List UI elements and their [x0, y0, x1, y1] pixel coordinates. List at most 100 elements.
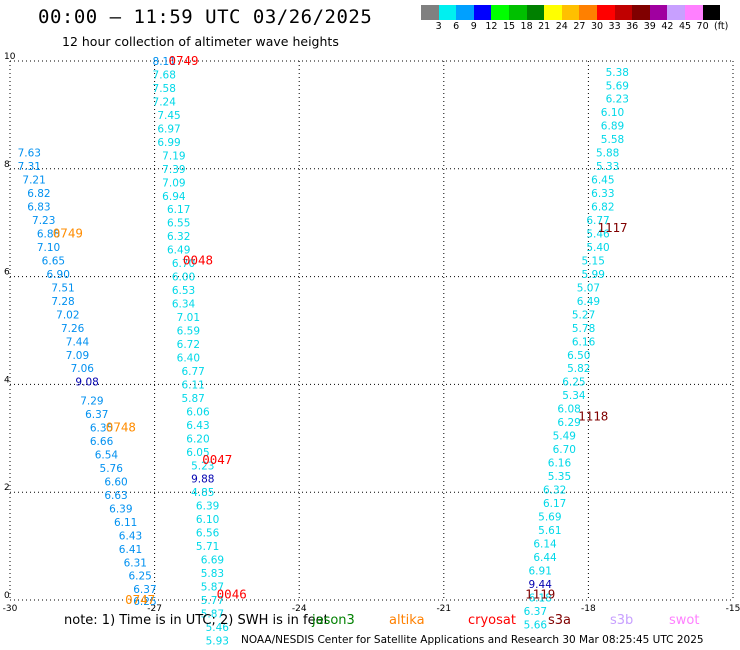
color-scale-tick: 42: [661, 21, 674, 32]
wave-height-point: 9.44: [529, 579, 553, 591]
wave-height-point: 6.99: [157, 137, 180, 149]
wave-height-point: 5.66: [524, 619, 548, 631]
wave-height-point: 5.71: [196, 541, 219, 553]
wave-height-point: 5.99: [582, 269, 605, 281]
y-tick-label: 6: [4, 268, 10, 278]
color-scale-labels: 3 6 9 12 15 18 21 24 27 30 33 36 39 42 45 70 (ft): [421, 21, 740, 33]
x-tick-label: -24: [292, 604, 307, 614]
wave-height-point: 7.09: [66, 350, 89, 362]
wave-height-point: 5.82: [567, 363, 590, 375]
wave-height-point: 6.55: [167, 218, 190, 230]
pass-time-label: 0748: [106, 420, 136, 435]
wave-height-point: 7.68: [153, 69, 176, 81]
x-tick-label: -18: [581, 604, 596, 614]
wave-height-point: 6.10: [601, 107, 624, 119]
satellite-legend-item: swot: [669, 613, 700, 628]
wave-height-point: 5.23: [191, 460, 214, 472]
wave-height-point: 6.14: [533, 538, 557, 550]
satellite-legend-item: s3a: [548, 613, 572, 628]
wave-height-point: 6.70: [553, 444, 576, 456]
wave-height-point: 5.77: [201, 595, 224, 607]
wave-height-point: 6.44: [533, 552, 557, 564]
wave-height-point: 5.58: [601, 134, 624, 146]
wave-height-point: 6.45: [591, 175, 614, 187]
wave-height-point: 7.02: [56, 309, 79, 321]
wave-height-point: 5.69: [538, 511, 561, 523]
wave-height-point: 5.78: [572, 323, 595, 335]
pass-time-label: 1118: [578, 409, 608, 424]
wave-height-point: 6.56: [196, 528, 220, 540]
wave-height-point: 7.39: [162, 164, 185, 176]
color-swatch: [667, 5, 685, 20]
wave-height-point: 6.83: [27, 202, 50, 214]
chart-subtitle: 12 hour collection of altimeter wave hei…: [62, 34, 339, 49]
wave-height-point: 6.50: [567, 350, 590, 362]
y-tick-label: 2: [4, 483, 10, 493]
wave-height-point: 6.70: [172, 258, 195, 270]
color-swatch: [579, 5, 597, 20]
wave-height-point: 5.87: [201, 582, 224, 594]
wave-height-point: 6.18: [529, 592, 552, 604]
pass-time-label: 1117: [597, 220, 627, 235]
wave-height-point: 6.16: [548, 458, 572, 470]
wave-height-point: 7.06: [71, 363, 95, 375]
wave-height-point: 6.16: [572, 336, 596, 348]
pass-time-label: 0749: [168, 53, 198, 68]
wave-height-point: 6.31: [124, 557, 147, 569]
color-swatch: [596, 5, 615, 20]
wave-height-point: 7.31: [18, 161, 41, 173]
color-swatch: [632, 5, 650, 20]
color-scale-tick: 45: [678, 21, 692, 32]
wave-height-point: 5.87: [181, 393, 204, 405]
wave-height-point: 6.10: [196, 514, 219, 526]
wave-height-point: 5.83: [201, 568, 224, 580]
color-scale-tick: 6: [453, 21, 460, 32]
wave-height-point: 6.08: [557, 404, 580, 416]
pass-time-label: 0047: [202, 452, 232, 467]
color-swatch: [561, 5, 580, 20]
wave-height-point: 7.51: [51, 282, 74, 294]
wave-height-point: 8.11: [153, 56, 176, 68]
wave-height-point: 6.41: [119, 544, 142, 556]
wave-height-point: 5.07: [577, 282, 600, 294]
color-swatch: [473, 5, 492, 20]
color-swatch: [702, 5, 721, 20]
satellite-legend-item: cryosat: [468, 613, 516, 628]
color-scale-tick: 18: [520, 21, 533, 32]
wave-height-point: 6.77: [586, 215, 609, 227]
wave-height-point: 6.29: [557, 417, 580, 429]
wave-height-point: 6.17: [167, 204, 190, 216]
wave-height-point: 6.89: [601, 121, 624, 133]
wave-height-point: 7.23: [32, 215, 55, 227]
color-swatch: [456, 5, 474, 20]
color-swatch: [438, 5, 457, 20]
color-scale-tick: 36: [626, 21, 639, 32]
footer-credit: NOAA/NESDIS Center for Satellite Applica…: [241, 634, 704, 646]
wave-height-point: 6.82: [27, 188, 50, 200]
wave-height-point: 6.66: [90, 436, 114, 448]
wave-height-point: 6.25: [133, 596, 156, 608]
wave-height-point: 9.08: [75, 377, 98, 389]
satellite-legend-item: s3b: [610, 613, 634, 628]
wave-height-point: 6.17: [543, 498, 566, 510]
wave-height-point: 6.63: [104, 490, 127, 502]
pass-time-label: 0048: [183, 252, 213, 267]
wave-height-point: 6.49: [577, 296, 600, 308]
color-swatch: [526, 5, 545, 20]
wave-height-point: 5.93: [206, 635, 229, 647]
color-swatch: [421, 5, 439, 20]
color-swatch: [684, 5, 703, 20]
satellite-legend-item: jason3: [312, 613, 355, 628]
color-swatch: [649, 5, 668, 20]
pass-time-label: 1119: [525, 587, 555, 602]
wave-height-point: 5.40: [586, 242, 609, 254]
wave-height-point: 5.88: [596, 148, 619, 160]
wave-height-point: 5.38: [606, 67, 629, 79]
wave-height-point: 5.35: [548, 471, 571, 483]
color-scale-tick: 15: [502, 21, 516, 32]
wave-height-point: 5.46: [206, 622, 230, 634]
pass-time-label: 0747: [125, 592, 155, 607]
wave-height-point: 7.45: [157, 110, 180, 122]
wave-height-point: 7.58: [153, 83, 176, 95]
wave-height-point: 6.06: [186, 406, 210, 418]
